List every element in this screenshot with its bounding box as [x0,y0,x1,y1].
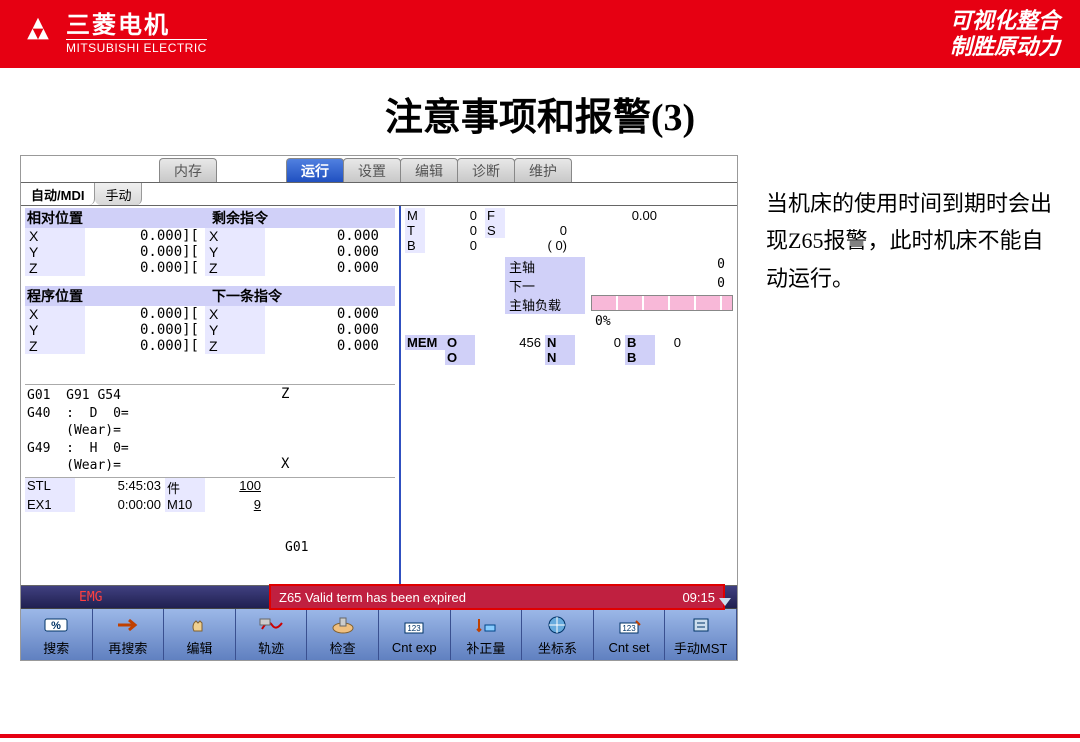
gcode-block: G01 G91 G54 G40 : D 0= (Wear)= G49 : H 0… [25,384,395,477]
remain-head: 剩余指令 [210,208,395,228]
load-bar [591,295,733,311]
remain-y: 0.000 [265,244,385,260]
emg-label: EMG [79,590,102,605]
rel-y: 0.000][ [85,244,205,260]
top-tabs: 内存 运行 设置 编辑 诊断 维护 [21,156,737,182]
tool-offset[interactable]: 补正量 [451,609,523,660]
mitsubishi-logo-icon [20,16,56,52]
cntset-icon: 123 [616,615,642,639]
tool-cntexp[interactable]: 123Cnt exp [379,609,451,660]
subtab-manual[interactable]: 手动 [95,183,142,205]
footer-line [0,734,1080,738]
slogan-line2: 制胜原动力 [950,34,1060,60]
next-z: 0.000 [265,338,385,354]
tab-run[interactable]: 运行 [286,158,344,182]
alarm-time: 09:15 [682,590,715,605]
spindle-load-label: 主轴负载 [505,295,585,314]
tab-memory[interactable]: 内存 [159,158,217,182]
nextcmd-head: 下一条指令 [210,286,395,306]
stl-row: STL5:45:03件100 EX10:00:00M109 [25,477,395,512]
next-y: 0.000 [265,322,385,338]
tab-edit[interactable]: 编辑 [400,158,458,182]
coord-icon [544,613,570,637]
offset-icon [473,613,499,637]
cnc-screen: 内存 运行 设置 编辑 诊断 维护 自动/MDI 手动 相对位置 剩余指令 X0… [20,155,738,661]
svg-text:123: 123 [408,624,422,633]
rel-z: 0.000][ [85,260,205,276]
logo-block: 三菱电机 MITSUBISHI ELECTRIC [20,13,207,56]
svg-text:123: 123 [622,624,636,633]
progpos-head: 程序位置 [25,286,210,306]
progpos-grid: X0.000][ X0.000 Y0.000][ Y0.000 Z0.000][… [25,306,395,354]
mst-icon [688,613,714,637]
counter-icon: 123 [401,615,427,639]
subtab-auto[interactable]: 自动/MDI [21,183,95,205]
next-x: 0.000 [265,306,385,322]
hand-icon [186,613,212,637]
tool-edit[interactable]: 编辑 [164,609,236,660]
alarm-text: Z65 Valid term has been expired [279,590,466,605]
toolbar: %搜索 再搜索 编辑 轨迹 检查 123Cnt exp 补正量 坐标系 123C… [21,608,737,660]
right-column: M0F0.00 T0S0 B0( 0) 主轴0 下一0 主轴负载 0% MEMO… [401,206,737,585]
tool-mst[interactable]: 手动MST [665,609,737,660]
relpos-grid: X0.000][ X0.000 Y0.000][ Y0.000 Z0.000][… [25,228,395,276]
spindle-next-label: 下一 [505,276,585,295]
svg-text:%: % [51,620,61,632]
prog-x: 0.000][ [85,306,205,322]
sub-tabs: 自动/MDI 手动 [21,182,737,206]
tab-set[interactable]: 设置 [343,158,401,182]
mem-row: MEMO456N0B0 ONB [405,335,733,365]
tool-search[interactable]: %搜索 [21,609,93,660]
slogan-line1: 可视化整合 [950,8,1060,34]
alarm-band: EMG Z65 Valid term has been expired 09:1… [21,586,737,608]
prog-y: 0.000][ [85,322,205,338]
remain-x: 0.000 [265,228,385,244]
brand-en: MITSUBISHI ELECTRIC [66,39,207,55]
tool-research[interactable]: 再搜索 [93,609,165,660]
brand-cn: 三菱电机 [66,13,207,39]
dropdown-icon[interactable] [719,598,731,606]
slogan: 可视化整合 制胜原动力 [950,8,1060,61]
remain-z: 0.000 [265,260,385,276]
arrow-right-icon [115,613,141,637]
x-axis-label: X [281,456,289,472]
alarm-message: Z65 Valid term has been expired 09:15 [269,584,725,610]
tool-cntset[interactable]: 123Cnt set [594,609,666,660]
tab-diag[interactable]: 诊断 [457,158,515,182]
page-title: 注意事项和报警(3) [0,68,1080,155]
spindle-load-pct: 0% [585,314,733,329]
z-axis-label: Z [281,386,289,402]
spindle-val: 0 [585,257,733,276]
tab-maint[interactable]: 维护 [514,158,572,182]
tool-coord[interactable]: 坐标系 [522,609,594,660]
description: 当机床的使用时间到期时会出现Z65报警，此时机床不能自动运行。 [766,155,1064,661]
left-column: 相对位置 剩余指令 X0.000][ X0.000 Y0.000][ Y0.00… [21,206,401,585]
rel-x: 0.000][ [85,228,205,244]
trace-icon [258,613,284,637]
g01-label: G01 [285,540,308,555]
relpos-head: 相对位置 [25,208,210,228]
prog-z: 0.000][ [85,338,205,354]
percent-icon: % [43,613,69,637]
check-icon [330,613,356,637]
mtsb-grid: M0F0.00 T0S0 B0( 0) [405,208,733,253]
spindle-label: 主轴 [505,257,585,276]
spindle-next-val: 0 [585,276,733,295]
tool-trace[interactable]: 轨迹 [236,609,308,660]
tool-check[interactable]: 检查 [307,609,379,660]
brand-header: 三菱电机 MITSUBISHI ELECTRIC 可视化整合 制胜原动力 [0,0,1080,68]
